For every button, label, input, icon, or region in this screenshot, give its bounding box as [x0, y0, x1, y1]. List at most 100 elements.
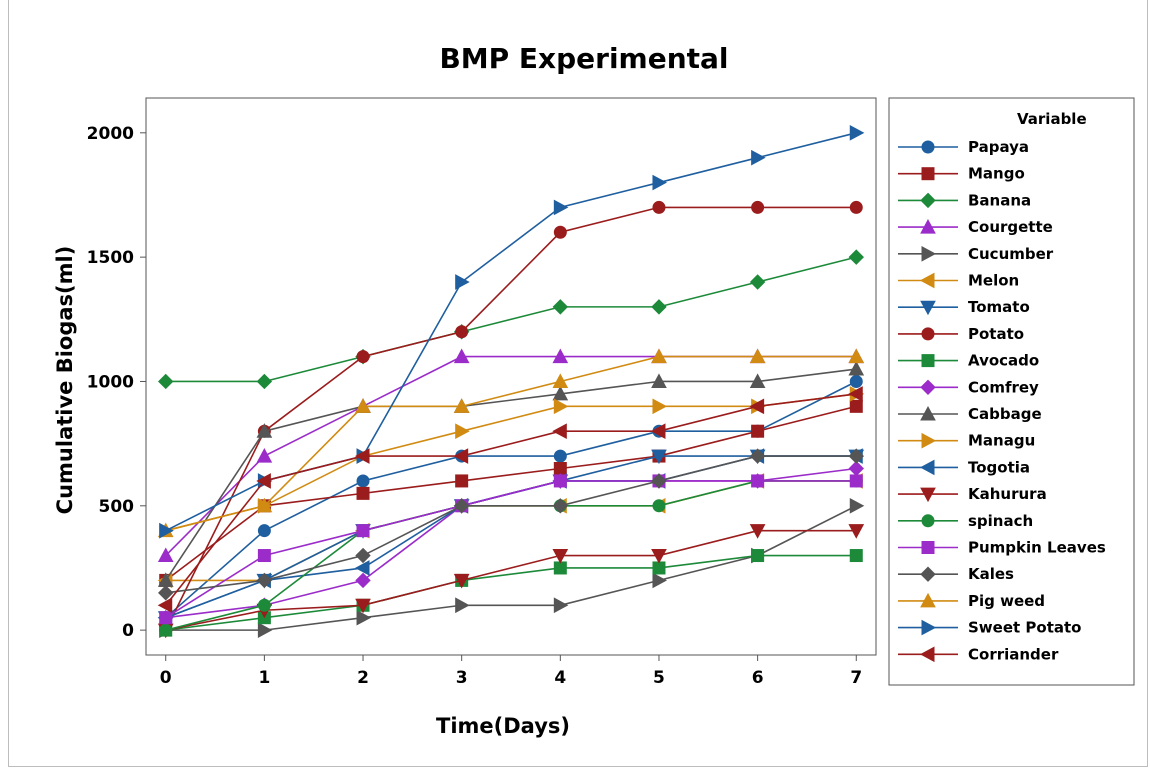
legend-item-potato: Potato — [898, 325, 1024, 343]
legend-marker — [921, 245, 937, 262]
data-point-spinach — [652, 499, 666, 513]
legend-label: Mango — [968, 165, 1025, 183]
legend-marker — [919, 459, 935, 476]
data-point-corriander — [749, 398, 765, 415]
data-point-cucumber — [652, 572, 668, 589]
data-point-potato — [356, 350, 370, 364]
data-point-kales — [552, 498, 569, 514]
series-line-papaya — [165, 380, 857, 619]
legend-label: spinach — [968, 512, 1033, 530]
legend-item-mango: Mango — [898, 165, 1025, 183]
data-point-potato — [751, 200, 765, 214]
y-tick-label: 2000 — [87, 124, 134, 144]
data-point-comfrey — [355, 572, 371, 589]
data-point-managu — [553, 398, 569, 415]
data-point-spinach — [159, 623, 173, 637]
legend-label: Sweet Potato — [968, 619, 1081, 637]
data-point-sweet-potato — [751, 149, 766, 166]
legend-label: Banana — [968, 191, 1031, 209]
legend-item-corriander: Corriander — [898, 645, 1059, 663]
chart-title: BMP Experimental — [439, 42, 728, 75]
legend-marker — [921, 140, 935, 154]
series-line-cucumber — [165, 505, 857, 631]
series-line-pig-weed — [165, 355, 857, 532]
series-line-mango — [165, 405, 857, 582]
data-point-cabbage — [552, 385, 569, 401]
data-point-kahurura — [453, 573, 470, 589]
legend-marker — [920, 566, 936, 582]
legend-marker — [919, 272, 935, 289]
data-point-managu — [652, 398, 668, 415]
data-point-papaya — [356, 474, 370, 488]
y-axis: 0 500 1000 1500 2000 — [87, 124, 146, 641]
legend-label: Cabbage — [968, 405, 1042, 423]
data-point-pig-weed — [256, 497, 273, 513]
data-point-kales — [256, 572, 273, 589]
data-point-kahurura — [651, 549, 667, 564]
y-tick-label: 1000 — [87, 372, 134, 392]
data-point-cucumber — [356, 609, 372, 626]
data-point-mango — [356, 486, 370, 500]
data-point-banana — [552, 299, 569, 315]
data-point-banana — [158, 373, 174, 390]
data-point-cucumber — [257, 622, 273, 638]
data-point-pumpkin-leaves — [257, 549, 271, 563]
legend-label: Pumpkin Leaves — [968, 539, 1106, 557]
data-point-courgette — [157, 547, 174, 563]
data-point-avocado — [751, 549, 765, 563]
legend-marker — [921, 619, 937, 636]
data-point-kales — [848, 448, 864, 464]
data-point-pumpkin-leaves — [751, 474, 765, 488]
data-point-pig-weed — [651, 348, 667, 364]
series-line-cabbage — [165, 368, 857, 581]
legend-title: Variable — [1017, 110, 1087, 128]
figure-frame — [8, 0, 1148, 767]
series-line-corriander — [165, 393, 857, 606]
legend-label: Papaya — [968, 138, 1029, 156]
x-tick-label: 7 — [850, 668, 862, 688]
legend-label: Comfrey — [968, 378, 1039, 396]
data-point-cucumber — [849, 497, 865, 514]
series-line-managu — [165, 393, 857, 532]
data-point-banana — [651, 299, 667, 315]
legend: Papaya Mango Banana Courgette Cucumber Melon T… — [898, 138, 1106, 663]
data-point-pumpkin-leaves — [849, 474, 863, 488]
data-point-cabbage — [848, 360, 865, 376]
x-tick-label: 1 — [258, 668, 270, 688]
data-point-banana — [256, 373, 273, 390]
data-point-potato — [553, 225, 567, 239]
legend-item-pig-weed: Pig weed — [898, 592, 1045, 610]
data-point-kahurura — [749, 524, 766, 539]
data-point-corriander — [848, 386, 863, 402]
legend-item-kahurura: Kahurura — [898, 485, 1047, 503]
legend-marker — [920, 300, 936, 316]
legend-marker — [920, 592, 936, 608]
data-point-kales — [651, 473, 667, 489]
data-point-corriander — [650, 423, 666, 440]
legend-item-cucumber: Cucumber — [898, 245, 1054, 263]
series-kales — [158, 448, 864, 601]
legend-marker — [921, 167, 935, 181]
legend-label: Kahurura — [968, 485, 1047, 503]
data-point-potato — [652, 200, 666, 214]
x-axis-label: Time(Days) — [436, 714, 570, 738]
data-point-pumpkin-leaves — [159, 611, 173, 625]
data-point-corriander — [552, 423, 567, 440]
data-point-cucumber — [455, 597, 470, 614]
legend-item-kales: Kales — [898, 565, 1014, 583]
data-point-togotia — [354, 560, 370, 576]
series-line-kahurura — [165, 529, 857, 631]
data-point-potato — [849, 200, 863, 214]
data-point-corriander — [354, 448, 370, 464]
data-point-kales — [158, 585, 174, 601]
series-line-pumpkin-leaves — [165, 480, 857, 619]
data-point-mango — [849, 399, 863, 413]
x-tick-label: 5 — [653, 668, 665, 688]
data-point-kales — [355, 547, 371, 564]
data-point-courgette — [552, 348, 569, 364]
legend-item-avocado: Avocado — [898, 352, 1039, 370]
data-point-banana — [749, 274, 766, 290]
y-tick-label: 500 — [99, 497, 135, 517]
legend-label: Melon — [968, 272, 1019, 290]
